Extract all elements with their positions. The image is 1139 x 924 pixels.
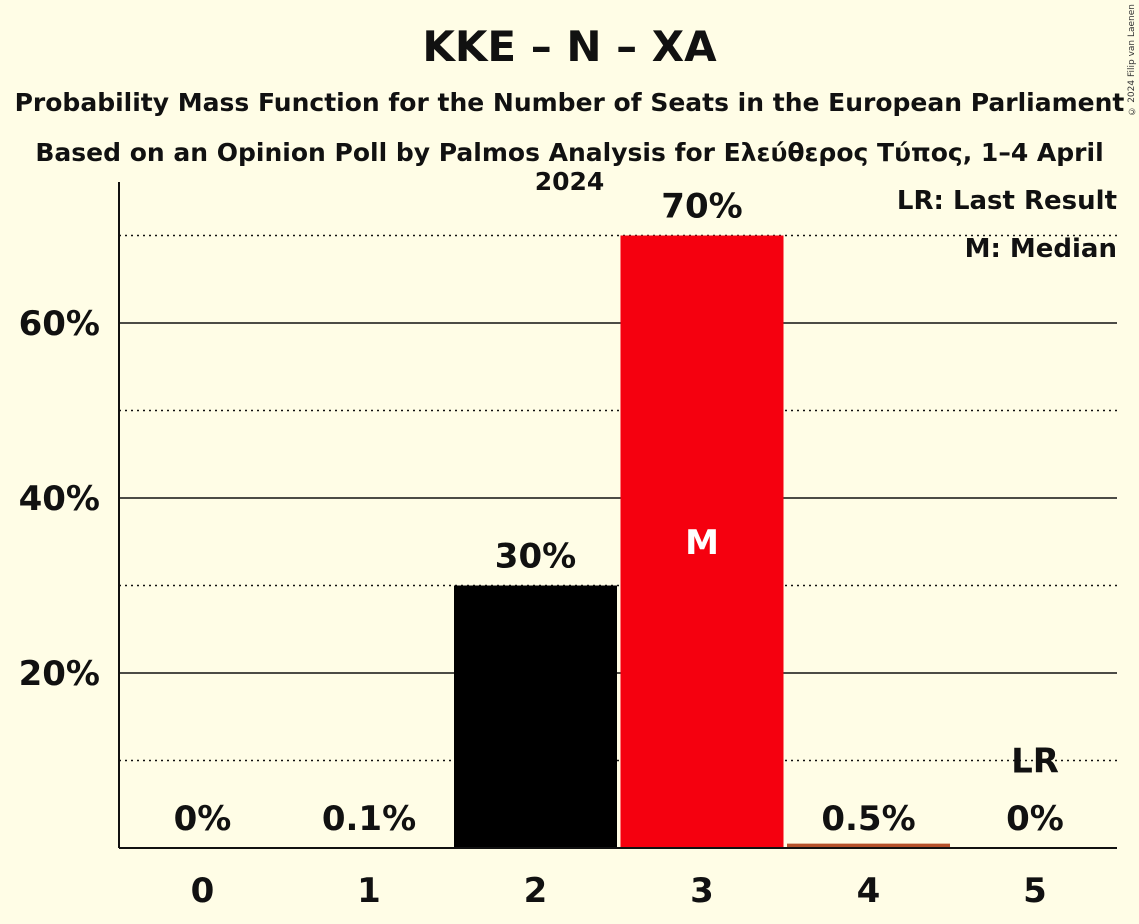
value-label-3: 70% xyxy=(661,187,742,227)
last-result-marker: LR xyxy=(1011,742,1059,782)
x-tick-label: 2 xyxy=(524,871,548,911)
y-tick-label: 40% xyxy=(19,479,100,519)
value-label-1: 0.1% xyxy=(322,799,416,839)
bar-seats-4 xyxy=(787,843,950,848)
x-tick-label: 4 xyxy=(857,871,881,911)
gridlines xyxy=(119,234,1117,762)
axes xyxy=(118,182,1117,849)
value-label-2: 30% xyxy=(495,537,576,577)
median-marker: M xyxy=(685,523,719,563)
x-tick-label: 0 xyxy=(191,871,215,911)
x-tick-label: 3 xyxy=(690,871,714,911)
bar-seats-3 xyxy=(620,235,784,848)
legend-median: M: Median xyxy=(965,234,1117,264)
x-tick-label: 1 xyxy=(357,871,381,911)
bar-seats-2 xyxy=(454,585,617,848)
bars xyxy=(287,235,950,848)
x-tick-label: 5 xyxy=(1023,871,1047,911)
value-label-5: 0% xyxy=(1006,799,1064,839)
y-tick-label: 60% xyxy=(19,304,100,344)
chart-subtitle-1: Probability Mass Function for the Number… xyxy=(14,88,1125,117)
labels: 20%40%60%0%00.1%130%270%3M0.5%40%5LR xyxy=(19,187,1064,912)
value-label-4: 0.5% xyxy=(821,799,915,839)
legend-last-result: LR: Last Result xyxy=(897,186,1117,216)
y-tick-label: 20% xyxy=(19,654,100,694)
chart-subtitle-2: Based on an Opinion Poll by Palmos Analy… xyxy=(35,138,1104,196)
value-label-0: 0% xyxy=(174,799,232,839)
chart-title: KKE – N – XA xyxy=(422,22,717,71)
